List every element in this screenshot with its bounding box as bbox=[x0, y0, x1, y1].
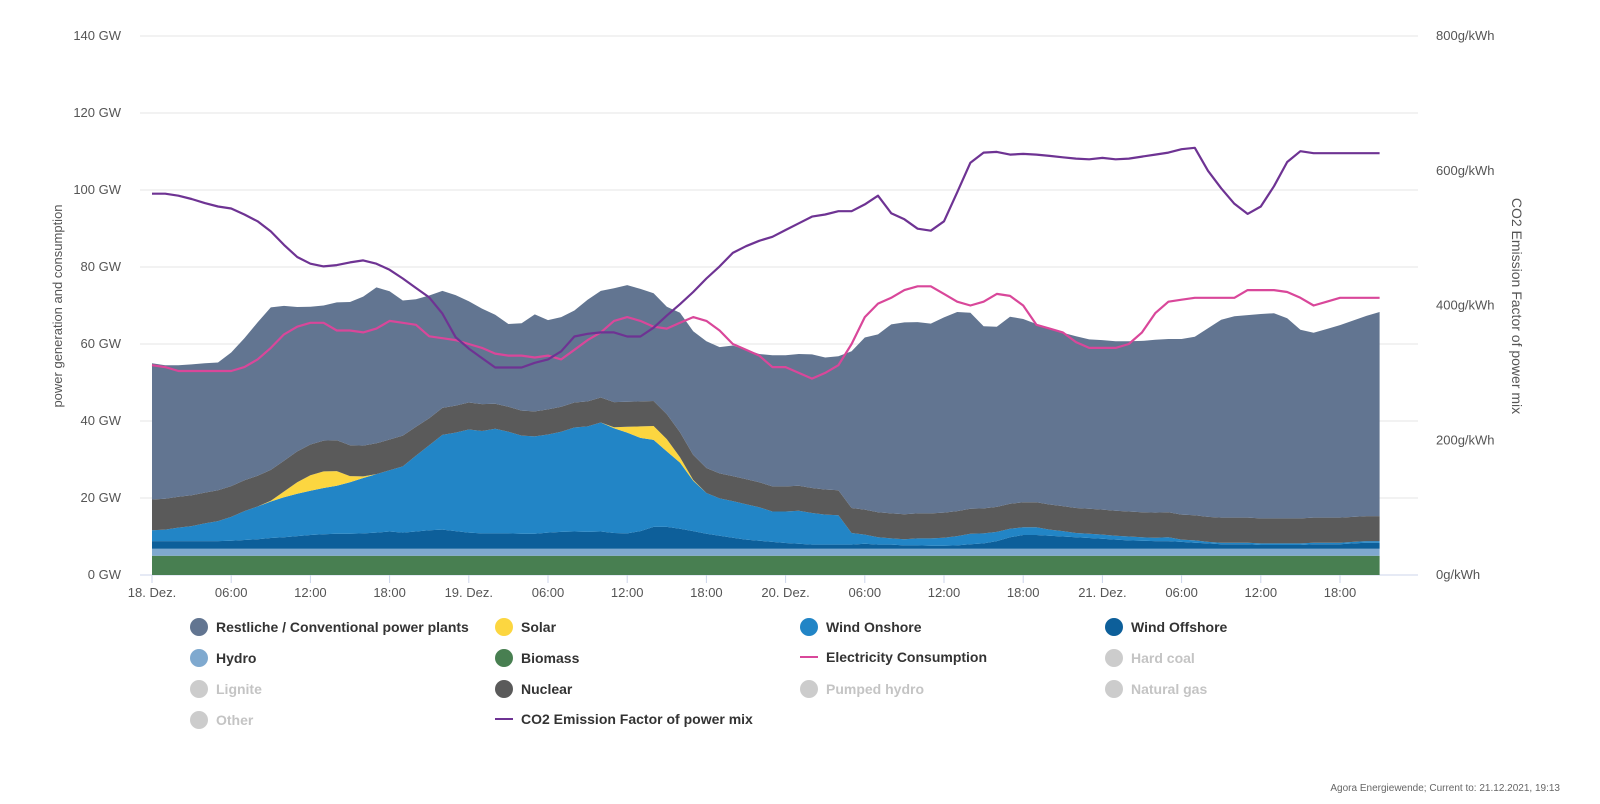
x-tick-label: 20. Dez. bbox=[761, 585, 809, 600]
legend-item-co2-emission-factor-of-power-mix[interactable]: CO2 Emission Factor of power mix bbox=[495, 711, 753, 727]
legend-marker-icon bbox=[495, 649, 513, 667]
legend-marker-icon bbox=[495, 618, 513, 636]
legend-label: Wind Offshore bbox=[1131, 619, 1228, 635]
series-lines bbox=[151, 146, 1380, 380]
x-tick-label: 12:00 bbox=[294, 585, 327, 600]
x-tick-label: 06:00 bbox=[1165, 585, 1198, 600]
legend-item-biomass[interactable]: Biomass bbox=[495, 649, 579, 667]
stacked-areas bbox=[152, 285, 1380, 575]
y-tick-label: 20 GW bbox=[81, 490, 122, 505]
legend-marker-icon bbox=[1105, 680, 1123, 698]
legend-label: Other bbox=[216, 712, 254, 728]
x-tick-label: 18:00 bbox=[1324, 585, 1357, 600]
legend-marker-icon bbox=[1105, 649, 1123, 667]
legend-marker-icon bbox=[800, 618, 818, 636]
x-tick-label: 18:00 bbox=[1007, 585, 1040, 600]
legend-item-wind-onshore[interactable]: Wind Onshore bbox=[800, 618, 922, 636]
y-tick-label: 0 GW bbox=[88, 567, 122, 582]
legend-item-solar[interactable]: Solar bbox=[495, 618, 556, 636]
legend-item-lignite[interactable]: Lignite bbox=[190, 680, 262, 698]
legend-marker-icon bbox=[800, 656, 818, 658]
y-tick-label: 140 GW bbox=[73, 28, 121, 43]
legend-marker-icon bbox=[1105, 618, 1123, 636]
x-tick-label: 21. Dez. bbox=[1078, 585, 1126, 600]
y-axis-right-title: CO2 Emission Factor of power mix bbox=[1509, 198, 1525, 414]
x-tick-label: 18. Dez. bbox=[128, 585, 176, 600]
x-tick-label: 06:00 bbox=[849, 585, 882, 600]
legend-marker-icon bbox=[190, 649, 208, 667]
legend-item-wind-offshore[interactable]: Wind Offshore bbox=[1105, 618, 1227, 636]
y2-tick-label: 800g/kWh bbox=[1436, 28, 1495, 43]
legend-item-restliche-conventional-power-plants[interactable]: Restliche / Conventional power plants bbox=[190, 618, 469, 636]
legend-item-nuclear[interactable]: Nuclear bbox=[495, 680, 572, 698]
y2-tick-label: 0g/kWh bbox=[1436, 567, 1480, 582]
x-tick-label: 12:00 bbox=[611, 585, 644, 600]
line-co2-emission-factor-of-power-mix bbox=[152, 146, 1380, 369]
area-nuclear bbox=[152, 397, 1380, 544]
legend-label: Electricity Consumption bbox=[826, 649, 988, 665]
area-wind-offshore bbox=[152, 526, 1380, 549]
legend-label: Natural gas bbox=[1131, 681, 1208, 697]
legend-item-hard-coal[interactable]: Hard coal bbox=[1105, 649, 1195, 667]
legend-label: Lignite bbox=[216, 681, 262, 697]
legend-marker-icon bbox=[495, 718, 513, 720]
legend-marker-icon bbox=[190, 711, 208, 729]
legend-item-pumped-hydro[interactable]: Pumped hydro bbox=[800, 680, 924, 698]
legend-marker-icon bbox=[495, 680, 513, 698]
legend-item-natural-gas[interactable]: Natural gas bbox=[1105, 680, 1207, 698]
area-restliche-conventional-power-plants bbox=[152, 285, 1380, 519]
y-tick-label: 40 GW bbox=[81, 413, 122, 428]
y-tick-label: 80 GW bbox=[81, 259, 122, 274]
y2-tick-label: 400g/kWh bbox=[1436, 298, 1495, 313]
y-axis-right-ticks: 0g/kWh 200g/kWh 400g/kWh 600g/kWh 800g/kWh bbox=[1436, 28, 1495, 582]
x-tick-label: 19. Dez. bbox=[445, 585, 493, 600]
legend-label: Nuclear bbox=[521, 681, 573, 697]
x-tick-label: 12:00 bbox=[1245, 585, 1278, 600]
legend-label: Wind Onshore bbox=[826, 619, 922, 635]
x-tick-label: 18:00 bbox=[690, 585, 723, 600]
x-tick-label: 06:00 bbox=[532, 585, 565, 600]
area-hydro bbox=[152, 548, 1380, 556]
y-axis-left-title: power generation and consumption bbox=[50, 204, 65, 407]
legend-label: Pumped hydro bbox=[826, 681, 925, 697]
legend-label: Hard coal bbox=[1131, 650, 1195, 666]
legend-item-hydro[interactable]: Hydro bbox=[190, 649, 256, 667]
x-tick-label: 12:00 bbox=[928, 585, 961, 600]
legend-item-electricity-consumption[interactable]: Electricity Consumption bbox=[800, 649, 987, 665]
power-mix-chart: 0 GW 20 GW 40 GW 60 GW 80 GW 100 GW 120 GW 140 … bbox=[50, 28, 1525, 600]
y-tick-label: 100 GW bbox=[73, 182, 121, 197]
legend-label: Hydro bbox=[216, 650, 257, 666]
y-tick-label: 120 GW bbox=[73, 105, 121, 120]
y-axis-left-ticks: 0 GW 20 GW 40 GW 60 GW 80 GW 100 GW 120 GW 140 … bbox=[73, 28, 121, 582]
legend-marker-icon bbox=[190, 618, 208, 636]
legend-marker-icon bbox=[800, 680, 818, 698]
x-tick-label: 06:00 bbox=[215, 585, 248, 600]
legend-label: Restliche / Conventional power plants bbox=[216, 619, 469, 635]
legend-label: Solar bbox=[521, 619, 557, 635]
legend-label: Biomass bbox=[521, 650, 580, 666]
area-wind-onshore bbox=[152, 422, 1380, 546]
y2-tick-label: 600g/kWh bbox=[1436, 163, 1495, 178]
source-credit: Agora Energiewende; Current to: 21.12.20… bbox=[1330, 783, 1560, 794]
legend-marker-icon bbox=[190, 680, 208, 698]
legend-item-other[interactable]: Other bbox=[190, 711, 253, 729]
x-tick-label: 18:00 bbox=[373, 585, 406, 600]
legend-label: CO2 Emission Factor of power mix bbox=[521, 711, 753, 727]
area-biomass bbox=[152, 555, 1380, 575]
x-axis-ticks: 18. Dez. 06:00 12:00 18:00 19. Dez. 06:00 12:0… bbox=[128, 575, 1356, 600]
line-electricity-consumption bbox=[151, 285, 1380, 380]
y2-tick-label: 200g/kWh bbox=[1436, 432, 1495, 447]
y-tick-label: 60 GW bbox=[81, 336, 122, 351]
